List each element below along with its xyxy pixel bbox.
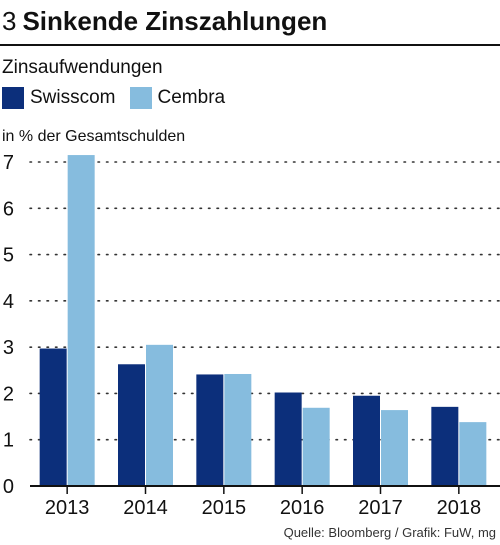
y-tick-label: 1	[3, 430, 14, 452]
x-tick-label: 2017	[358, 497, 403, 519]
legend-swatch-cembra	[129, 87, 152, 109]
bar-swisscom-2018	[431, 406, 459, 486]
y-tick-label: 7	[3, 152, 14, 174]
chart-number: 3	[2, 6, 17, 36]
chart-title: Sinkende Zinszahlungen	[22, 6, 328, 36]
source-note: Quelle: Bloomberg / Grafik: FuW, mg	[283, 525, 496, 540]
bar-cembra-2013	[67, 155, 95, 487]
bar-cembra-2018	[459, 422, 487, 486]
x-tick-label: 2013	[45, 497, 90, 519]
bar-swisscom-2017	[353, 395, 380, 486]
x-tick-label: 2016	[280, 497, 325, 519]
x-tick-label: 2018	[437, 497, 482, 519]
title-divider	[0, 44, 500, 46]
bar-cembra-2014	[146, 344, 173, 486]
bar-cembra-2017	[381, 410, 408, 486]
legend-label-swisscom: Swisscom	[30, 87, 116, 108]
bar-cembra-2015	[224, 373, 252, 486]
y-axis-unit-label: in % der Gesamtschulden	[2, 128, 186, 145]
legend-swatch-swisscom	[2, 87, 24, 109]
y-tick-label: 4	[3, 291, 14, 313]
bar-swisscom-2016	[274, 392, 302, 486]
legend: Swisscom Cembra	[2, 86, 239, 110]
x-tick-label: 2015	[202, 497, 247, 519]
y-tick-label: 5	[3, 245, 14, 267]
legend-item-cembra: Cembra	[129, 87, 226, 109]
legend-item-swisscom: Swisscom	[2, 87, 116, 109]
chart-title-row: 3 Sinkende Zinszahlungen	[2, 4, 327, 38]
y-tick-label: 2	[3, 383, 14, 405]
bar-swisscom-2015	[196, 374, 224, 486]
bar-cembra-2016	[302, 407, 330, 486]
chart-subtitle: Zinsaufwendungen	[2, 57, 163, 78]
bar-swisscom-2014	[118, 364, 145, 486]
y-tick-label: 6	[3, 198, 14, 220]
bar-swisscom-2013	[39, 348, 67, 486]
y-tick-label: 0	[3, 476, 14, 498]
x-tick-label: 2014	[123, 497, 168, 519]
legend-label-cembra: Cembra	[157, 87, 226, 108]
y-tick-label: 3	[3, 337, 14, 359]
